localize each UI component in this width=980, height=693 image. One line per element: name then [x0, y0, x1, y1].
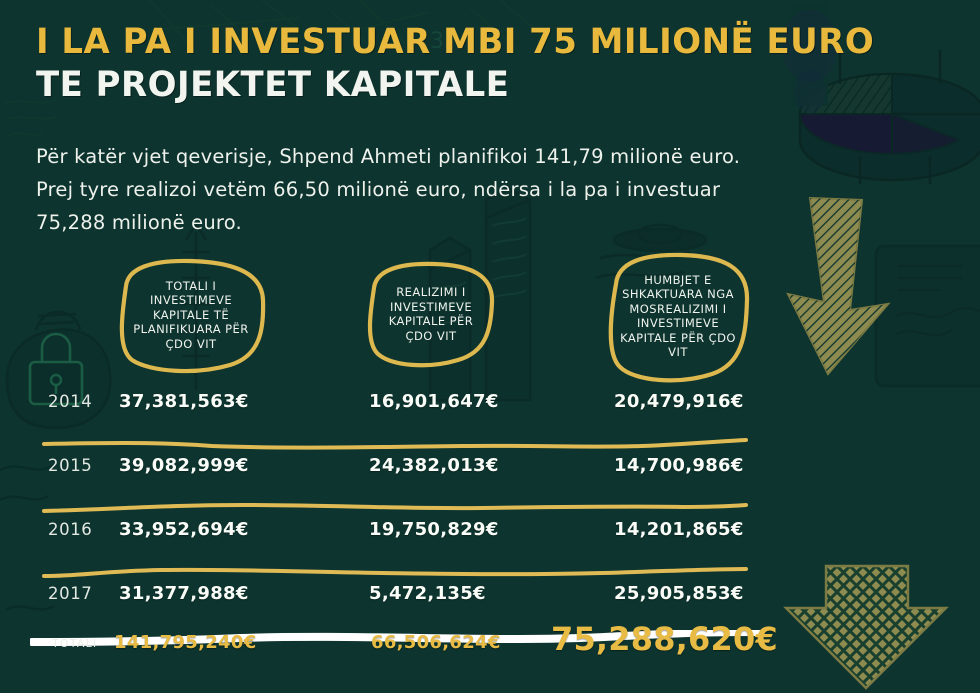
table-row: 2016 33,952,694€ 19,750,829€ 14,201,865€	[0, 516, 980, 566]
intro-line-1: Për katër vjet qeverisje, Shpend Ahmeti …	[36, 145, 741, 168]
column-header-label: TOTALI I INVESTIMEVE KAPITALE TË PLANIFI…	[133, 278, 249, 351]
page-title: I LA PA I INVESTUAR MBI 75 MILIONË EURO …	[36, 22, 896, 105]
column-header-humbjet: HUMBJET E SHKAKTUARA NGA MOSREALIZIMI I …	[600, 248, 756, 384]
row-divider	[42, 438, 748, 452]
row-realized-value: 16,901,647€	[369, 391, 499, 412]
row-planned-value: 37,381,563€	[119, 391, 249, 412]
intro-paragraph: Për katër vjet qeverisje, Shpend Ahmeti …	[36, 140, 836, 239]
column-header-label: HUMBJET E SHKAKTUARA NGA MOSREALIZIMI I …	[620, 272, 736, 360]
headline-line-2: TE PROJEKTET KAPITALE	[36, 64, 510, 105]
intro-line-3: 75,288 milionë euro.	[36, 211, 242, 234]
column-headers: TOTALI I INVESTIMEVE KAPITALE TË PLANIFI…	[0, 248, 980, 388]
data-table: 2014 37,381,563€ 16,901,647€ 20,479,916€…	[0, 388, 980, 648]
row-divider	[42, 502, 748, 516]
table-row: 2014 37,381,563€ 16,901,647€ 20,479,916€	[0, 388, 980, 438]
column-header-label: REALIZIMI I INVESTIMEVE KAPITALE PËR ÇDO…	[388, 285, 474, 343]
row-realized-value: 19,750,829€	[369, 519, 499, 540]
row-planned-value: 31,377,988€	[119, 583, 249, 604]
row-lost-value: 20,479,916€	[614, 391, 744, 412]
intro-line-2: Prej tyre realizoi vetëm 66,50 milionë e…	[36, 178, 721, 201]
row-planned-value: 33,952,694€	[119, 519, 249, 540]
row-year: 2017	[48, 584, 93, 603]
row-lost-value: 25,905,853€	[614, 583, 744, 604]
headline-line-1: I LA PA I INVESTUAR MBI 75 MILIONË EURO	[36, 22, 875, 62]
total-lost-value: 75,288,620€	[551, 620, 778, 658]
column-header-realizimi: REALIZIMI I INVESTIMEVE KAPITALE PËR ÇDO…	[362, 260, 500, 368]
row-planned-value: 39,082,999€	[119, 455, 249, 476]
total-realized-value: 66,506,624€	[371, 632, 501, 653]
row-realized-value: 24,382,013€	[369, 455, 499, 476]
row-realized-value: 5,472,135€	[369, 583, 486, 604]
row-lost-value: 14,201,865€	[614, 519, 744, 540]
column-header-planifikuara: TOTALI I INVESTIMEVE KAPITALE TË PLANIFI…	[112, 256, 270, 374]
row-year: 2016	[48, 520, 93, 539]
row-year: 2015	[48, 456, 93, 475]
totals-label: TOTALI	[52, 637, 98, 650]
row-divider	[42, 566, 748, 580]
total-planned-value: 141,795,240€	[114, 632, 257, 653]
row-lost-value: 14,700,986€	[614, 455, 744, 476]
table-row: 2015 39,082,999€ 24,382,013€ 14,700,986€	[0, 452, 980, 502]
table-row: 2017 31,377,988€ 5,472,135€ 25,905,853€	[0, 580, 980, 630]
row-year: 2014	[48, 392, 93, 411]
totals-row: TOTALI 141,795,240€ 66,506,624€ 75,288,6…	[0, 620, 980, 678]
